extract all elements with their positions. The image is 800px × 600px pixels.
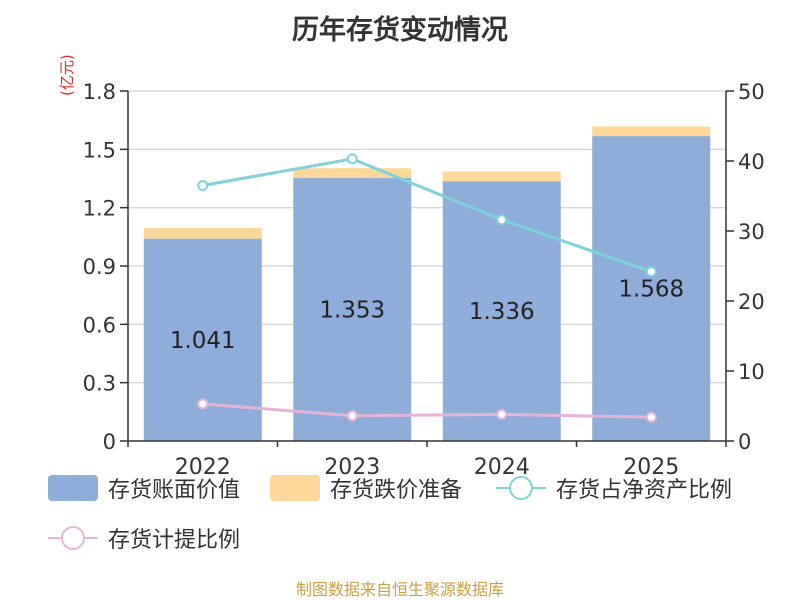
left-tick-label: 1.5 [83, 138, 116, 162]
right-tick-label: 10 [738, 360, 765, 384]
right-tick-label: 50 [738, 80, 765, 104]
left-tick-label: 1.2 [83, 197, 116, 221]
legend-item-book-value[interactable]: 存货账面价值 [48, 472, 240, 504]
point-net-asset-ratio [496, 214, 508, 226]
x-tick-label: 2025 [623, 455, 679, 480]
bar-provision [592, 126, 711, 137]
left-tick-label: 1.8 [83, 80, 116, 104]
x-tick-label: 2024 [474, 455, 530, 480]
line-net-asset-ratio [202, 157, 652, 274]
chart-title: 历年存货变动情况 [292, 15, 508, 46]
bar-book-value [293, 177, 412, 441]
point-net-asset-ratio [645, 266, 657, 278]
legend-label-provision: 存货跌价准备 [330, 478, 463, 503]
point-provision-ratio [197, 398, 209, 410]
x-tick-label: 2022 [175, 455, 231, 480]
legend-swatch-provision [270, 475, 320, 501]
bar-value-label: 1.353 [319, 297, 385, 323]
legend-swatch-net-asset-ratio [496, 475, 546, 501]
left-tick-label: 0.9 [83, 255, 116, 279]
right-tick-label: 30 [738, 220, 765, 244]
bar-value-label: 1.336 [469, 299, 535, 325]
line-provision-ratio [202, 402, 652, 419]
left-tick-label: 0.3 [83, 372, 116, 396]
bar-provision [442, 171, 561, 182]
bar-book-value [592, 136, 711, 441]
point-net-asset-ratio [346, 153, 358, 165]
legend-swatch-provision-ratio [48, 525, 98, 551]
left-tick-label: 0 [103, 430, 116, 454]
right-tick-label: 40 [738, 150, 765, 174]
legend-label-book-value: 存货账面价值 [108, 478, 241, 503]
point-net-asset-ratio [197, 180, 209, 191]
point-provision-ratio [496, 408, 508, 420]
x-tick-label: 2023 [324, 455, 380, 480]
bar-value-label: 1.041 [170, 328, 236, 354]
legend-swatch-book-value [48, 475, 98, 501]
legend-item-provision-ratio[interactable]: 存货计提比例 [48, 522, 240, 554]
bar-provision [143, 227, 262, 239]
legend-label-provision-ratio: 存货计提比例 [108, 528, 241, 553]
point-provision-ratio [645, 411, 657, 423]
point-provision-ratio [346, 410, 358, 422]
legend-item-net-asset-ratio[interactable]: 存货占净资产比例 [496, 472, 732, 504]
left-tick-label: 0.6 [83, 313, 116, 337]
bar-provision [293, 168, 412, 178]
legend-item-provision[interactable]: 存货跌价准备 [270, 472, 462, 504]
legend-label-net-asset-ratio: 存货占净资产比例 [556, 478, 733, 503]
right-tick-label: 20 [738, 290, 765, 314]
bar-value-label: 1.568 [618, 277, 684, 303]
data-source-note: 制图数据来自恒生聚源数据库 [295, 580, 504, 599]
right-tick-label: 0 [738, 430, 751, 454]
